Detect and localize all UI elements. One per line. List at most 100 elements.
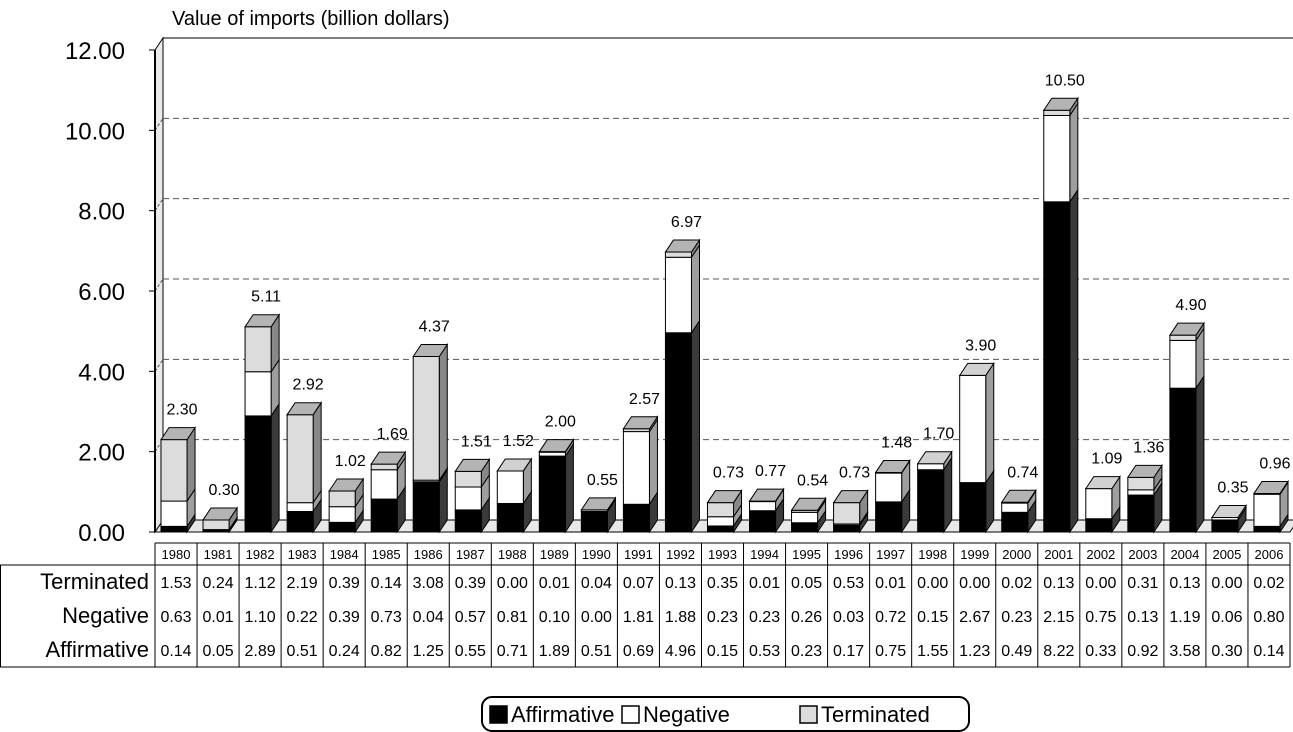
bar-top: [790, 497, 827, 511]
year-label: 2005: [1212, 547, 1241, 562]
total-label: 2.30: [166, 402, 197, 419]
y-tick-label: 2.00: [78, 440, 125, 467]
bar-segment-affirmative: [1001, 498, 1037, 534]
table-cell: 0.14: [160, 643, 191, 660]
total-label: 1.69: [377, 426, 408, 443]
table-cell: 0.05: [791, 575, 822, 592]
table-cell: 1.88: [665, 609, 696, 626]
y-tick-label: 12.00: [65, 38, 125, 65]
total-label: 2.00: [545, 414, 576, 431]
table-cell: 0.23: [1001, 609, 1032, 626]
year-label: 1996: [834, 547, 863, 562]
bar-segment-affirmative: [1127, 481, 1163, 534]
bar-top: [706, 490, 743, 504]
bar-top: [538, 439, 575, 453]
bar-segment-negative: [160, 487, 196, 529]
bar-segment-affirmative: [917, 456, 953, 534]
table-cell: 0.10: [539, 609, 570, 626]
bar-segment-affirmative: [959, 468, 995, 534]
gridline-side: [154, 278, 164, 292]
table-cell: 1.89: [539, 643, 570, 660]
bar-segment-terminated: [244, 313, 280, 374]
y-tick-label: 0.00: [78, 520, 125, 547]
bar-top: [286, 402, 323, 416]
bar-top: [748, 488, 785, 502]
table-cell: 1.19: [1169, 609, 1200, 626]
year-label: 1988: [498, 547, 527, 562]
table-cell: 0.00: [581, 609, 612, 626]
year-label: 1981: [204, 547, 233, 562]
bar-segment-affirmative: [622, 490, 658, 534]
table-cell: 0.15: [917, 609, 948, 626]
table-cell: 0.51: [287, 643, 318, 660]
total-label: 1.52: [503, 433, 534, 450]
total-label: 10.50: [1045, 72, 1085, 89]
table-cell: 1.23: [959, 643, 990, 660]
year-label: 1986: [414, 547, 443, 562]
y-tick-label: 8.00: [78, 199, 125, 226]
table-cell: 0.30: [1211, 643, 1242, 660]
table-cell: 1.81: [623, 609, 654, 626]
total-label: 1.51: [461, 433, 492, 450]
bar-segment-negative: [1253, 480, 1289, 529]
total-label: 0.77: [755, 463, 786, 480]
bar-top: [1000, 489, 1037, 503]
table-cell: 0.13: [1127, 609, 1158, 626]
bar-segment-negative: [959, 361, 995, 485]
year-label: 1997: [876, 547, 905, 562]
total-label: 0.73: [839, 465, 870, 482]
table-cell: 2.15: [1043, 609, 1074, 626]
table-cell: 0.80: [1253, 609, 1284, 626]
table-cell: 0.03: [833, 609, 864, 626]
total-label: 1.70: [923, 426, 954, 443]
table-cell: 0.69: [623, 643, 654, 660]
bar-top: [454, 458, 491, 472]
bar-top: [1084, 476, 1121, 490]
bar-top: [664, 239, 701, 253]
total-label: 1.09: [1091, 451, 1122, 468]
year-label: 1994: [750, 547, 779, 562]
table-cell: 0.00: [959, 575, 990, 592]
table-cell: 4.96: [665, 643, 696, 660]
total-label: 4.90: [1175, 297, 1206, 314]
bar-top: [1042, 97, 1079, 111]
table-cell: 0.26: [791, 609, 822, 626]
table-cell: 0.75: [1085, 609, 1116, 626]
table-cell: 1.53: [160, 575, 191, 592]
gridline-side: [154, 359, 164, 372]
bar-segment-affirmative: [370, 485, 406, 534]
bar-segment-affirmative: [286, 497, 322, 534]
bar-top: [958, 362, 995, 376]
bar-segment-terminated: [412, 342, 448, 482]
table-cell: 0.23: [707, 609, 738, 626]
table-cell: 0.06: [1211, 609, 1242, 626]
bar-segment-affirmative: [664, 319, 700, 534]
bar-top: [1253, 480, 1289, 494]
total-label: 6.97: [671, 214, 702, 231]
year-label: 2002: [1086, 547, 1115, 562]
year-label: 2001: [1044, 547, 1073, 562]
y-tick-label: 10.00: [65, 118, 125, 145]
table-cell: 8.22: [1043, 643, 1074, 660]
bar-top: [370, 451, 407, 465]
table-cell: 0.75: [875, 643, 906, 660]
bar-top: [622, 416, 659, 430]
table-cell: 0.07: [623, 575, 654, 592]
table-cell: 0.73: [371, 609, 402, 626]
table-cell: 0.23: [749, 609, 780, 626]
bar-top: [412, 343, 449, 357]
legend-swatch: [799, 705, 818, 724]
total-label: 2.92: [293, 377, 324, 394]
year-label: 1991: [624, 547, 653, 562]
table-cell: 2.19: [287, 575, 318, 592]
table-cell: 0.55: [455, 643, 486, 660]
bar-segment-negative: [664, 243, 700, 335]
table-cell: 1.12: [245, 575, 276, 592]
total-label: 1.02: [335, 453, 366, 470]
legend-label: Negative: [643, 702, 730, 727]
y-tick-label: 6.00: [78, 279, 125, 306]
bar-segment-terminated: [328, 477, 364, 509]
table-cell: 0.22: [287, 609, 318, 626]
y-tick-label: 4.00: [78, 359, 125, 386]
bar-segment-negative: [370, 456, 406, 501]
